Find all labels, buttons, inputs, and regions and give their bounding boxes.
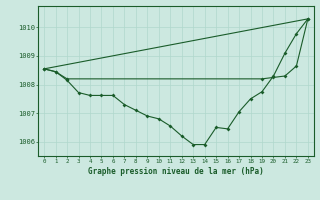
X-axis label: Graphe pression niveau de la mer (hPa): Graphe pression niveau de la mer (hPa)	[88, 167, 264, 176]
